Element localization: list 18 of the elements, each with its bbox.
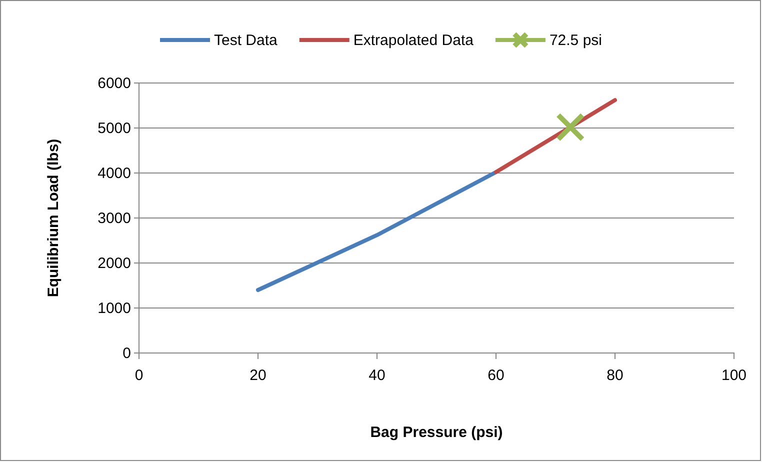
legend-label: Extrapolated Data xyxy=(353,32,474,49)
y-axis-title: Equilibrium Load (lbs) xyxy=(45,138,62,298)
y-tick-label: 1000 xyxy=(98,300,131,317)
y-tick-label: 0 xyxy=(122,344,131,362)
y-tick-label: 5000 xyxy=(98,120,131,137)
x-tick-label: 40 xyxy=(368,367,386,384)
x-axis-title: Bag Pressure (psi) xyxy=(370,424,503,441)
y-tick-label: 6000 xyxy=(98,74,131,92)
x-tick-label: 60 xyxy=(488,367,504,384)
x-tick-label: 20 xyxy=(250,367,266,384)
y-tick-label: 4000 xyxy=(98,164,131,182)
x-tick-label: 100 xyxy=(721,367,747,384)
x-tick-label: 0 xyxy=(134,367,144,384)
legend-label: 72.5 psi xyxy=(549,32,602,49)
y-tick-label: 2000 xyxy=(98,254,131,272)
y-tick-label: 3000 xyxy=(98,210,131,227)
legend-label: Test Data xyxy=(214,32,278,49)
x-tick-label: 80 xyxy=(606,367,624,384)
